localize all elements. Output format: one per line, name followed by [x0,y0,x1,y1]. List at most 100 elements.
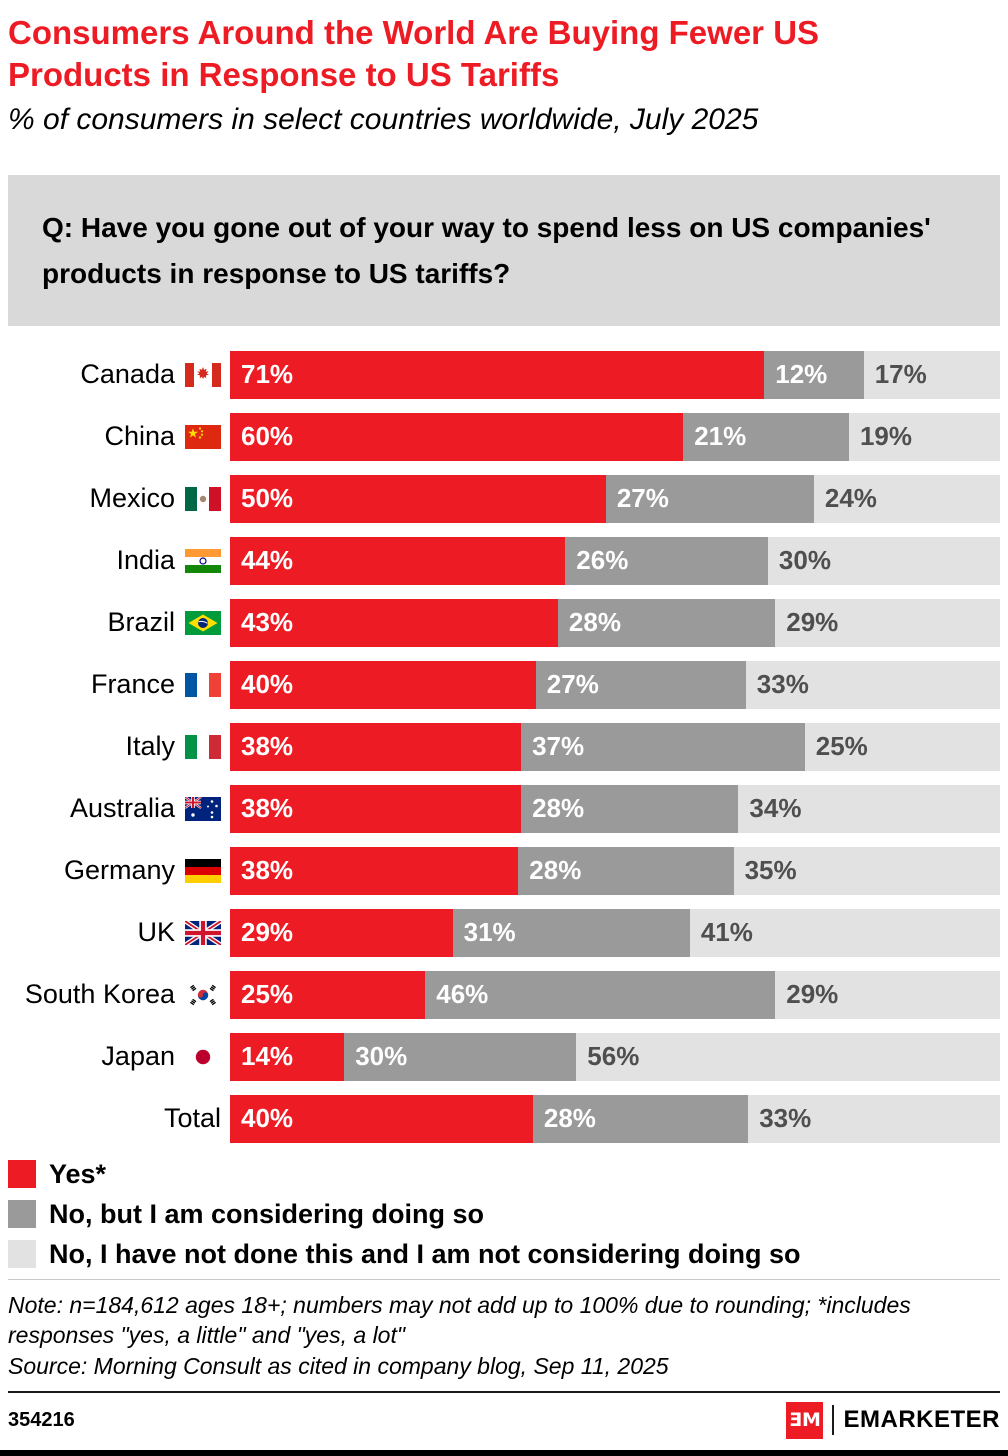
legend: Yes* No, but I am considering doing so No,… [8,1159,1000,1279]
bar-value-label: 38% [241,731,294,762]
chart-row: Italy 38% 37% 25% [8,722,1000,771]
bar-group: 50% 27% 24% [230,474,1000,523]
bar-segment: 37% [521,722,805,771]
bar-value-label: 21% [694,421,747,452]
header: Consumers Around the World Are Buying Fe… [8,12,1000,137]
bar-value-label: 37% [532,731,585,762]
chart-row: UK 29% 31% 41% [8,908,1000,957]
bar-group: 38% 28% 34% [230,784,1000,833]
note-text-line-2: responses "yes, a little" and "yes, a lo… [8,1322,406,1349]
bar-group: 43% 28% 29% [230,598,1000,647]
country-name: Australia [69,793,175,824]
legend-swatch [8,1240,36,1269]
uk-flag-icon [185,920,221,945]
bar-segment: 40% [230,1094,533,1143]
question-box: Q: Have you gone out of your way to spen… [8,175,1000,326]
country-name: Mexico [89,483,175,514]
question-text-line-1: Q: Have you gone out of your way to spen… [42,212,931,244]
country-name: Japan [101,1041,175,1072]
stacked-bar-chart: Canada 71% 12% 17% China 60% 21% 19% Mexico 50% 27… [8,350,1000,1143]
row-label: Mexico [8,483,230,514]
italy-flag-icon [185,734,221,759]
country-name: Brazil [107,607,175,638]
row-label: France [8,669,230,700]
bar-segment: 28% [532,1094,749,1143]
bar-value-label: 19% [859,421,913,452]
bar-segment: 28% [521,784,739,833]
legend-item: No, but I am considering doing so [8,1199,1000,1230]
bar-segment: 24% [813,474,1000,523]
bar-value-label: 28% [529,855,582,886]
country-name: France [90,669,175,700]
chart-row: France 40% 27% 33% [8,660,1000,709]
bar-value-label: 25% [815,731,868,762]
source-text: Source: Morning Consult as cited in comp… [8,1352,669,1379]
bar-value-label: 41% [700,917,753,948]
bar-segment: 71% [230,350,765,399]
bar-value-label: 27% [546,669,599,700]
row-label: Italy [8,731,230,762]
bar-value-label: 17% [874,359,927,390]
bar-value-label: 31% [463,917,516,948]
bar-value-label: 29% [786,607,839,638]
bar-segment: 50% [230,474,606,523]
legend-item: No, I have not done this and I am not co… [8,1239,1000,1270]
country-name: Italy [125,731,175,762]
bar-value-label: 50% [241,483,294,514]
logo-divider [832,1405,835,1436]
bar-segment: 31% [452,908,690,957]
footer: 354216 ƎM EMARKETER [8,1390,1000,1446]
bar-segment: 30% [344,1032,577,1081]
bar-value-label: 34% [749,793,802,824]
bar-segment: 30% [767,536,1000,585]
bar-segment: 35% [733,846,1000,895]
bar-segment: 41% [689,908,1000,957]
row-label: UK [8,917,230,948]
bar-value-label: 28% [543,1103,596,1134]
chart-title-line-1: Consumers Around the World Are Buying Fe… [8,14,820,51]
legend-label: No, but I am considering doing so [49,1198,485,1229]
country-name: UK [137,917,175,948]
country-name: China [104,421,175,452]
bar-segment: 34% [738,784,1000,833]
bar-segment: 33% [745,660,1000,709]
bar-group: 60% 21% 19% [230,412,1000,461]
chart-row: Australia 38% 28% 34% [8,784,1000,833]
bar-group: 71% 12% 17% [230,350,1000,399]
bar-value-label: 43% [241,607,294,638]
bar-value-label: 25% [241,979,294,1010]
bar-segment: 44% [230,536,566,585]
legend-label: Yes* [49,1158,107,1189]
bar-segment: 60% [230,412,684,461]
bar-segment: 33% [748,1094,1000,1143]
chart-row: Mexico 50% 27% 24% [8,474,1000,523]
emarketer-logo-icon: ƎM [786,1401,824,1439]
chart-row: Germany 38% 28% 35% [8,846,1000,895]
row-label: Total [8,1103,230,1134]
bar-value-label: 29% [786,979,839,1010]
chart-row: Brazil 43% 28% 29% [8,598,1000,647]
bar-group: 44% 26% 30% [230,536,1000,585]
mexico-flag-icon [185,486,221,511]
bar-segment: 25% [804,722,1000,771]
country-name: Total [163,1103,221,1134]
row-label: South Korea [8,979,230,1010]
bar-group: 40% 28% 33% [230,1094,1000,1143]
bar-value-label: 38% [241,855,294,886]
bar-segment: 43% [230,598,558,647]
country-name: Germany [63,855,175,886]
bar-segment: 38% [230,722,522,771]
bar-value-label: 30% [355,1041,408,1072]
bar-value-label: 27% [616,483,669,514]
row-label: China [8,421,230,452]
chart-row: South Korea 25% 46% 29% [8,970,1000,1019]
bar-segment: 25% [230,970,426,1019]
bar-value-label: 71% [241,359,294,390]
bar-segment: 56% [576,1032,1000,1081]
country-name: India [116,545,175,576]
note-text-line-1: Note: n=184,612 ages 18+; numbers may no… [8,1291,911,1318]
brand-name: EMARKETER [843,1406,1000,1434]
bar-value-label: 35% [744,855,797,886]
chart-row: China 60% 21% 19% [8,412,1000,461]
brazil-flag-icon [185,610,221,635]
